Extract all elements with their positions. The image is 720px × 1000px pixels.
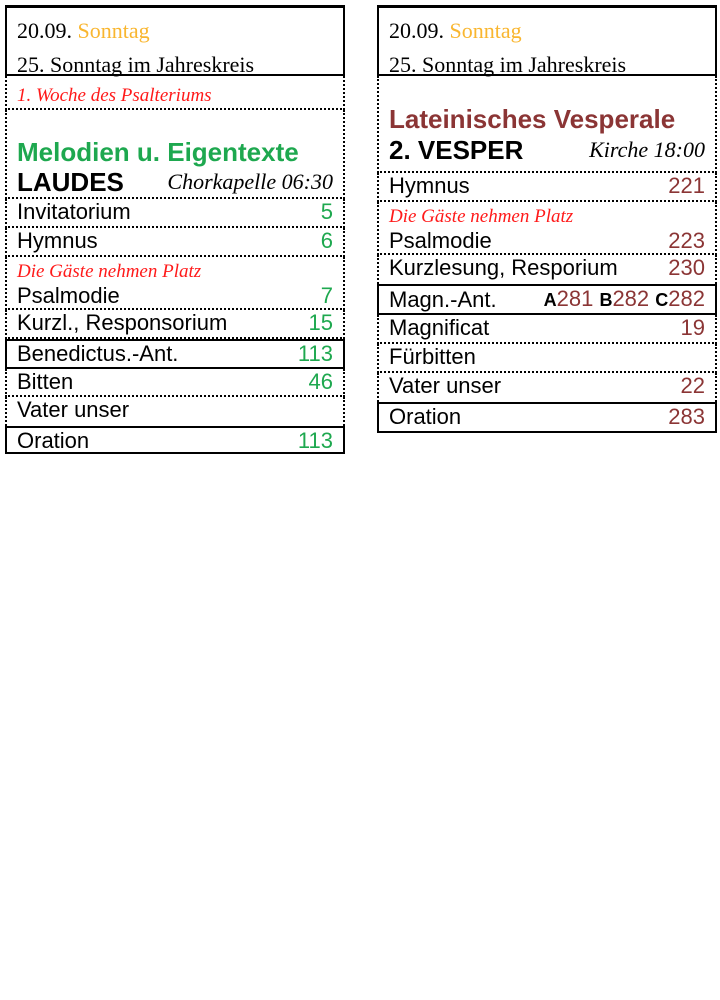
item-page: 282: [668, 286, 705, 311]
year-label: A: [543, 290, 557, 310]
list-item: Hymnus 221: [377, 173, 717, 202]
item-label: Hymnus: [389, 173, 470, 198]
laudes-card: 20.09. Sonntag 25. Sonntag im Jahreskrei…: [5, 5, 345, 454]
list-item: Bitten 46: [5, 369, 345, 397]
date-header: 20.09. Sonntag 25. Sonntag im Jahreskrei…: [377, 5, 717, 77]
place-time: Kirche 18:00: [589, 137, 705, 162]
item-label: Oration: [389, 404, 462, 429]
item-label: Vater unser: [389, 373, 502, 398]
item-page: 7: [320, 283, 333, 308]
item-page: 5: [320, 199, 333, 224]
item-page: 19: [680, 315, 705, 340]
section-title: Lateinisches Vesperale: [389, 104, 676, 134]
item-label: Kurzlesung, Resporium: [389, 255, 618, 280]
item-page: 283: [668, 404, 705, 429]
item-page: 281: [556, 286, 594, 311]
list-item: Kurzlesung, Resporium 230: [377, 255, 717, 284]
hour-title: 2. VESPER: [389, 135, 524, 165]
section-title: Melodien u. Eigentexte: [17, 137, 299, 167]
hour-heading: Melodien u. Eigentexte LAUDES Chorkapelle…: [5, 110, 345, 199]
item-page: 113: [297, 428, 333, 453]
item-label: Benedictus.-Ant.: [17, 341, 179, 366]
list-item: Invitatorium 5: [5, 199, 345, 228]
list-item: Vater unser: [5, 397, 345, 426]
week-note: 1. Woche des Psalteriums: [17, 85, 212, 106]
item-label: Bitten: [17, 369, 74, 394]
item-label: Magn.-Ant.: [389, 287, 497, 312]
item-page: 223: [668, 228, 705, 253]
date: 20.09.: [17, 18, 72, 43]
item-page: 113: [297, 341, 333, 366]
feast: 25. Sonntag im Jahreskreis: [389, 52, 627, 77]
year-label: C: [655, 290, 669, 310]
weekday: Sonntag: [449, 18, 522, 43]
date: 20.09.: [389, 18, 444, 43]
item-label: Invitatorium: [17, 199, 131, 224]
hour-heading: Lateinisches Vesperale 2. VESPER Kirche 1…: [377, 76, 717, 173]
item-page: 6: [320, 228, 333, 253]
item-label: Fürbitten: [389, 344, 476, 369]
item-page: 22: [680, 373, 705, 398]
antiphon-variants: A281 B282 C282: [544, 286, 705, 313]
item-page: 230: [668, 255, 705, 280]
item-label: Vater unser: [17, 397, 130, 422]
item-label: Psalmodie: [389, 228, 492, 253]
list-item: Hymnus 6: [5, 228, 345, 257]
list-item: Oration 283: [377, 402, 717, 433]
item-label: Kurzl., Responsorium: [17, 310, 228, 335]
year-label: B: [599, 290, 613, 310]
date-header: 20.09. Sonntag 25. Sonntag im Jahreskrei…: [5, 5, 345, 77]
list-item: Magn.-Ant. A281 B282 C282: [377, 284, 717, 315]
list-item: Kurzl., Responsorium 15: [5, 310, 345, 339]
list-item: Fürbitten: [377, 344, 717, 373]
item-label: Psalmodie: [17, 283, 120, 308]
item-label: Oration: [17, 428, 90, 453]
list-item: Magnificat 19: [377, 315, 717, 344]
weekday: Sonntag: [77, 18, 150, 43]
list-item: Die Gäste nehmen Platz Psalmodie 223: [377, 202, 717, 255]
list-item: Benedictus.-Ant. 113: [5, 339, 345, 369]
list-item: Oration 113: [5, 426, 345, 454]
item-page: 221: [668, 173, 705, 198]
item-label: Hymnus: [17, 228, 98, 253]
list-item: Vater unser 22: [377, 373, 717, 402]
list-item: Die Gäste nehmen Platz Psalmodie 7: [5, 257, 345, 310]
feast: 25. Sonntag im Jahreskreis: [17, 52, 255, 77]
item-page: 282: [612, 286, 650, 311]
vesper-card: 20.09. Sonntag 25. Sonntag im Jahreskrei…: [377, 5, 717, 433]
item-label: Magnificat: [389, 315, 490, 340]
week-note-row: 1. Woche des Psalteriums: [5, 76, 345, 110]
hour-title: LAUDES: [17, 167, 124, 197]
place-time: Chorkapelle 06:30: [167, 169, 333, 194]
item-page: 46: [308, 369, 333, 394]
guest-note: Die Gäste nehmen Platz: [17, 261, 202, 282]
guest-note: Die Gäste nehmen Platz: [389, 206, 574, 227]
item-page: 15: [308, 310, 333, 335]
